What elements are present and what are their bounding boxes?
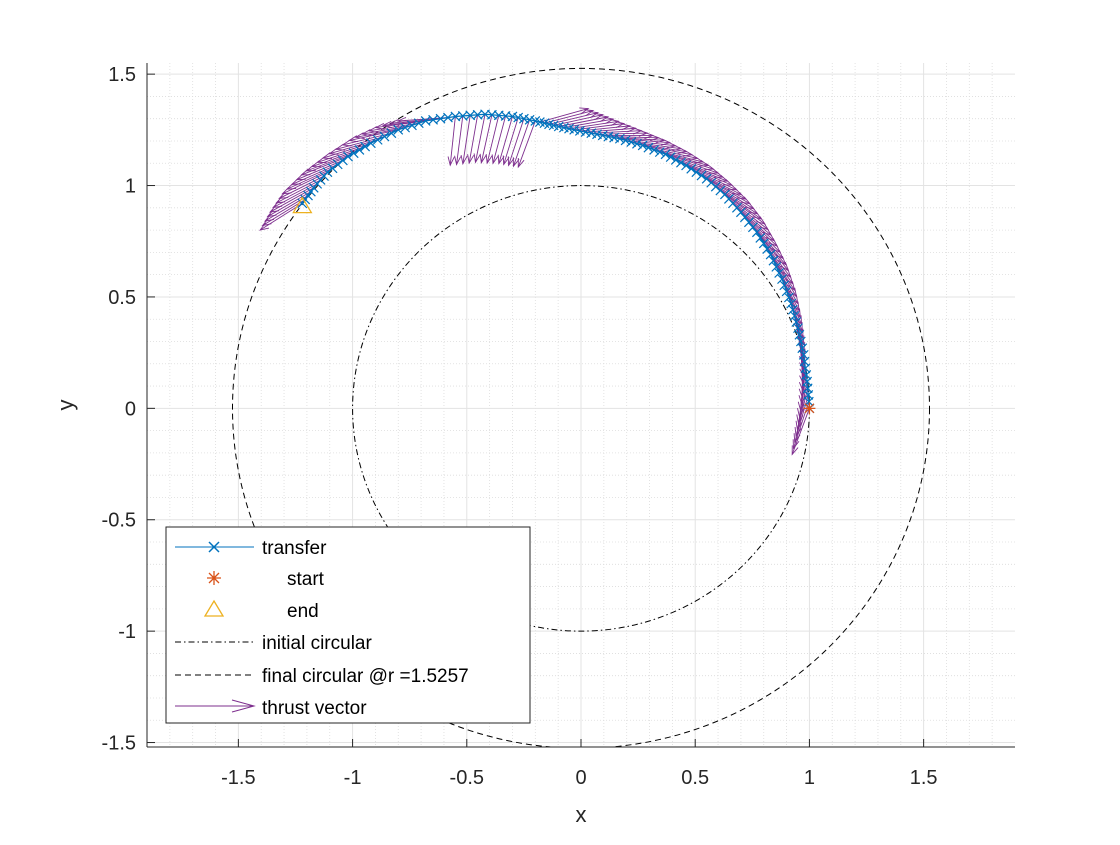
x-tick-label: -1 bbox=[344, 767, 362, 789]
y-tick-label: 1 bbox=[125, 176, 136, 198]
x-tick-label: 1 bbox=[804, 767, 815, 789]
x-tick-label: -0.5 bbox=[450, 767, 484, 789]
start-marker bbox=[803, 402, 815, 414]
y-tick-label: -1.5 bbox=[102, 733, 136, 755]
legend-label-start: start bbox=[287, 569, 325, 590]
legend-label-final-circular: final circular @r =1.5257 bbox=[262, 666, 469, 687]
y-tick-label: 0.5 bbox=[108, 287, 136, 309]
x-tick-label: 0 bbox=[575, 767, 586, 789]
legend-box bbox=[166, 527, 530, 723]
legend: transfer start end initial circular fina… bbox=[166, 527, 530, 723]
x-tick-label: 1.5 bbox=[910, 767, 938, 789]
y-tick-label: 1.5 bbox=[108, 64, 136, 86]
y-tick-label: -1 bbox=[118, 621, 136, 643]
y-tick-label: 0 bbox=[125, 398, 136, 420]
x-axis-label: x bbox=[576, 802, 587, 827]
legend-label-transfer: transfer bbox=[262, 538, 327, 559]
x-tick-label: -1.5 bbox=[221, 767, 255, 789]
legend-label-thrust-vector: thrust vector bbox=[262, 698, 367, 719]
x-tick-label: 0.5 bbox=[681, 767, 709, 789]
legend-label-end: end bbox=[287, 601, 319, 622]
y-tick-label: -0.5 bbox=[102, 510, 136, 532]
legend-label-initial-circular: initial circular bbox=[262, 633, 372, 654]
legend-asterisk-marker bbox=[207, 571, 221, 585]
y-axis-label: y bbox=[53, 400, 78, 411]
